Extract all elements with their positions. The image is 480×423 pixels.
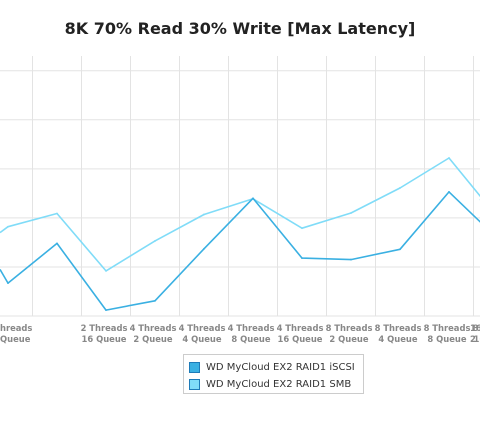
- x-axis-tick-label: 8 Queue: [427, 334, 466, 344]
- x-axis-tick-label: 2 Threads: [81, 323, 128, 333]
- data-point-iscsi: [105, 309, 107, 312]
- legend-item-smb[interactable]: WD MyCloud EX2 RAID1 SMB: [189, 377, 351, 391]
- legend-item-iscsi[interactable]: WD MyCloud EX2 RAID1 iSCSI: [189, 360, 355, 374]
- x-axis-tick-label: 16 Queue: [474, 334, 480, 344]
- series-line-iscsi: [0, 191, 480, 311]
- x-axis-tick-label: 2: [470, 334, 476, 344]
- data-point-smb: [448, 157, 450, 159]
- data-point-iscsi: [448, 190, 450, 193]
- x-axis-tick-label: 4 Threads: [130, 323, 177, 333]
- x-axis-tick-label: 8 Threads: [375, 323, 422, 333]
- x-axis-tick-label: 16 Queue: [82, 334, 127, 344]
- data-point-iscsi: [203, 247, 205, 250]
- data-point-smb: [7, 225, 9, 228]
- x-axis-tick-label: 8 Threads: [473, 323, 480, 333]
- x-axis-tick-label: 8 Threads: [326, 323, 373, 333]
- chart-series: [0, 157, 480, 312]
- x-axis-tick-label: 4 Queue: [378, 334, 417, 344]
- data-point-iscsi: [301, 257, 303, 260]
- x-axis-tick-label: 8 Queue: [231, 334, 270, 344]
- data-point-smb: [154, 240, 156, 242]
- data-point-smb: [350, 212, 352, 214]
- data-point-smb: [301, 227, 303, 230]
- x-axis-tick-label: 16: [470, 323, 480, 333]
- x-axis-tick-label: Queue: [0, 334, 31, 344]
- x-axis-tick-label: 4 Queue: [182, 334, 221, 344]
- x-axis-tick-label: hreads: [0, 323, 32, 333]
- data-point-iscsi: [399, 248, 401, 251]
- data-point-iscsi: [56, 242, 58, 245]
- x-axis-tick-label: 4 Threads: [228, 323, 275, 333]
- legend-label-iscsi: WD MyCloud EX2 RAID1 iSCSI: [206, 361, 355, 373]
- data-point-smb: [203, 213, 205, 216]
- legend-label-smb: WD MyCloud EX2 RAID1 SMB: [206, 378, 352, 390]
- chart-title: 8K 70% Read 30% Write [Max Latency]: [64, 19, 416, 38]
- data-point-iscsi: [154, 299, 156, 302]
- series-line-smb: [0, 157, 480, 272]
- chart-legend: WD MyCloud EX2 RAID1 iSCSI WD MyCloud EX…: [183, 354, 364, 394]
- x-axis-tick-label: 2 Queue: [329, 334, 368, 344]
- data-point-iscsi: [7, 282, 9, 285]
- data-point-smb: [56, 212, 58, 215]
- x-axis-tick-label: 4 Threads: [179, 323, 226, 333]
- x-axis-tick-label: 2 Queue: [133, 334, 172, 344]
- data-point-iscsi: [350, 258, 352, 261]
- x-axis-tick-label: 4 Threads: [277, 323, 324, 333]
- data-point-smb: [399, 187, 401, 189]
- x-axis-tick-label: 16 Queue: [278, 334, 323, 344]
- legend-swatch-smb: [189, 378, 200, 390]
- data-point-iscsi: [252, 197, 254, 200]
- x-axis-tick-label: 8 Threads: [424, 323, 471, 333]
- legend-swatch-iscsi: [189, 361, 200, 373]
- data-point-smb: [105, 269, 107, 272]
- chart-grid: [0, 56, 480, 317]
